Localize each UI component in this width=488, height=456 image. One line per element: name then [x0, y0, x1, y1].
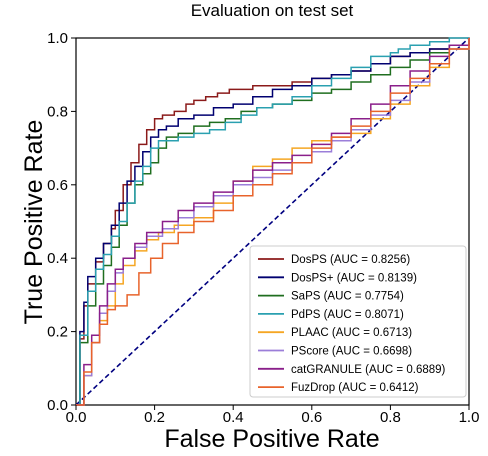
legend-label: catGRANULE (AUC = 0.6889)	[291, 364, 446, 376]
series-line-6	[76, 38, 470, 406]
legend-label: FuzDrop (AUC = 0.6412)	[291, 382, 419, 394]
y-tick-label: 0.0	[47, 397, 68, 414]
legend-label: PScore (AUC = 0.6698)	[291, 346, 412, 358]
y-tick-label: 0.6	[47, 177, 68, 194]
x-axis-title: False Positive Rate	[164, 425, 379, 453]
legend-label: SaPS (AUC = 0.7754)	[291, 291, 404, 303]
chart-title: Evaluation on test set	[191, 1, 354, 20]
x-tick-label: 1.0	[459, 409, 480, 426]
legend: DosPS (AUC = 0.8256) DosPS+ (AUC = 0.8139…	[249, 245, 467, 398]
y-tick-label: 0.4	[47, 250, 68, 267]
chance-diagonal-line	[75, 37, 470, 406]
series-line-1	[76, 38, 470, 406]
x-tick-label: 0.8	[380, 409, 401, 426]
legend-items: DosPS (AUC = 0.8256) DosPS+ (AUC = 0.8139…	[258, 254, 446, 394]
x-axis-ticks: 0.0 0.2 0.4 0.6 0.8 1.0	[66, 405, 480, 426]
x-tick-label: 0.6	[301, 409, 322, 426]
x-tick-label: 0.2	[144, 409, 165, 426]
y-tick-label: 0.8	[47, 103, 68, 120]
legend-label: DosPS+ (AUC = 0.8139)	[291, 272, 417, 284]
x-tick-label: 0.4	[223, 409, 244, 426]
series-line-7	[76, 38, 470, 406]
y-tick-label: 0.2	[47, 324, 68, 341]
series-layer	[76, 37, 470, 406]
x-tick-label: 0.0	[66, 409, 87, 426]
y-axis-ticks: 0.0 0.2 0.4 0.6 0.8 1.0	[47, 30, 76, 414]
y-axis-title: True Positive Rate	[20, 120, 48, 325]
legend-label: PLAAC (AUC = 0.6713)	[291, 327, 412, 339]
legend-label: PdPS (AUC = 0.8071)	[291, 309, 404, 321]
legend-box	[249, 245, 467, 398]
y-tick-label: 1.0	[47, 30, 68, 47]
series-line-3	[76, 37, 469, 406]
legend-label: DosPS (AUC = 0.8256)	[291, 254, 410, 266]
